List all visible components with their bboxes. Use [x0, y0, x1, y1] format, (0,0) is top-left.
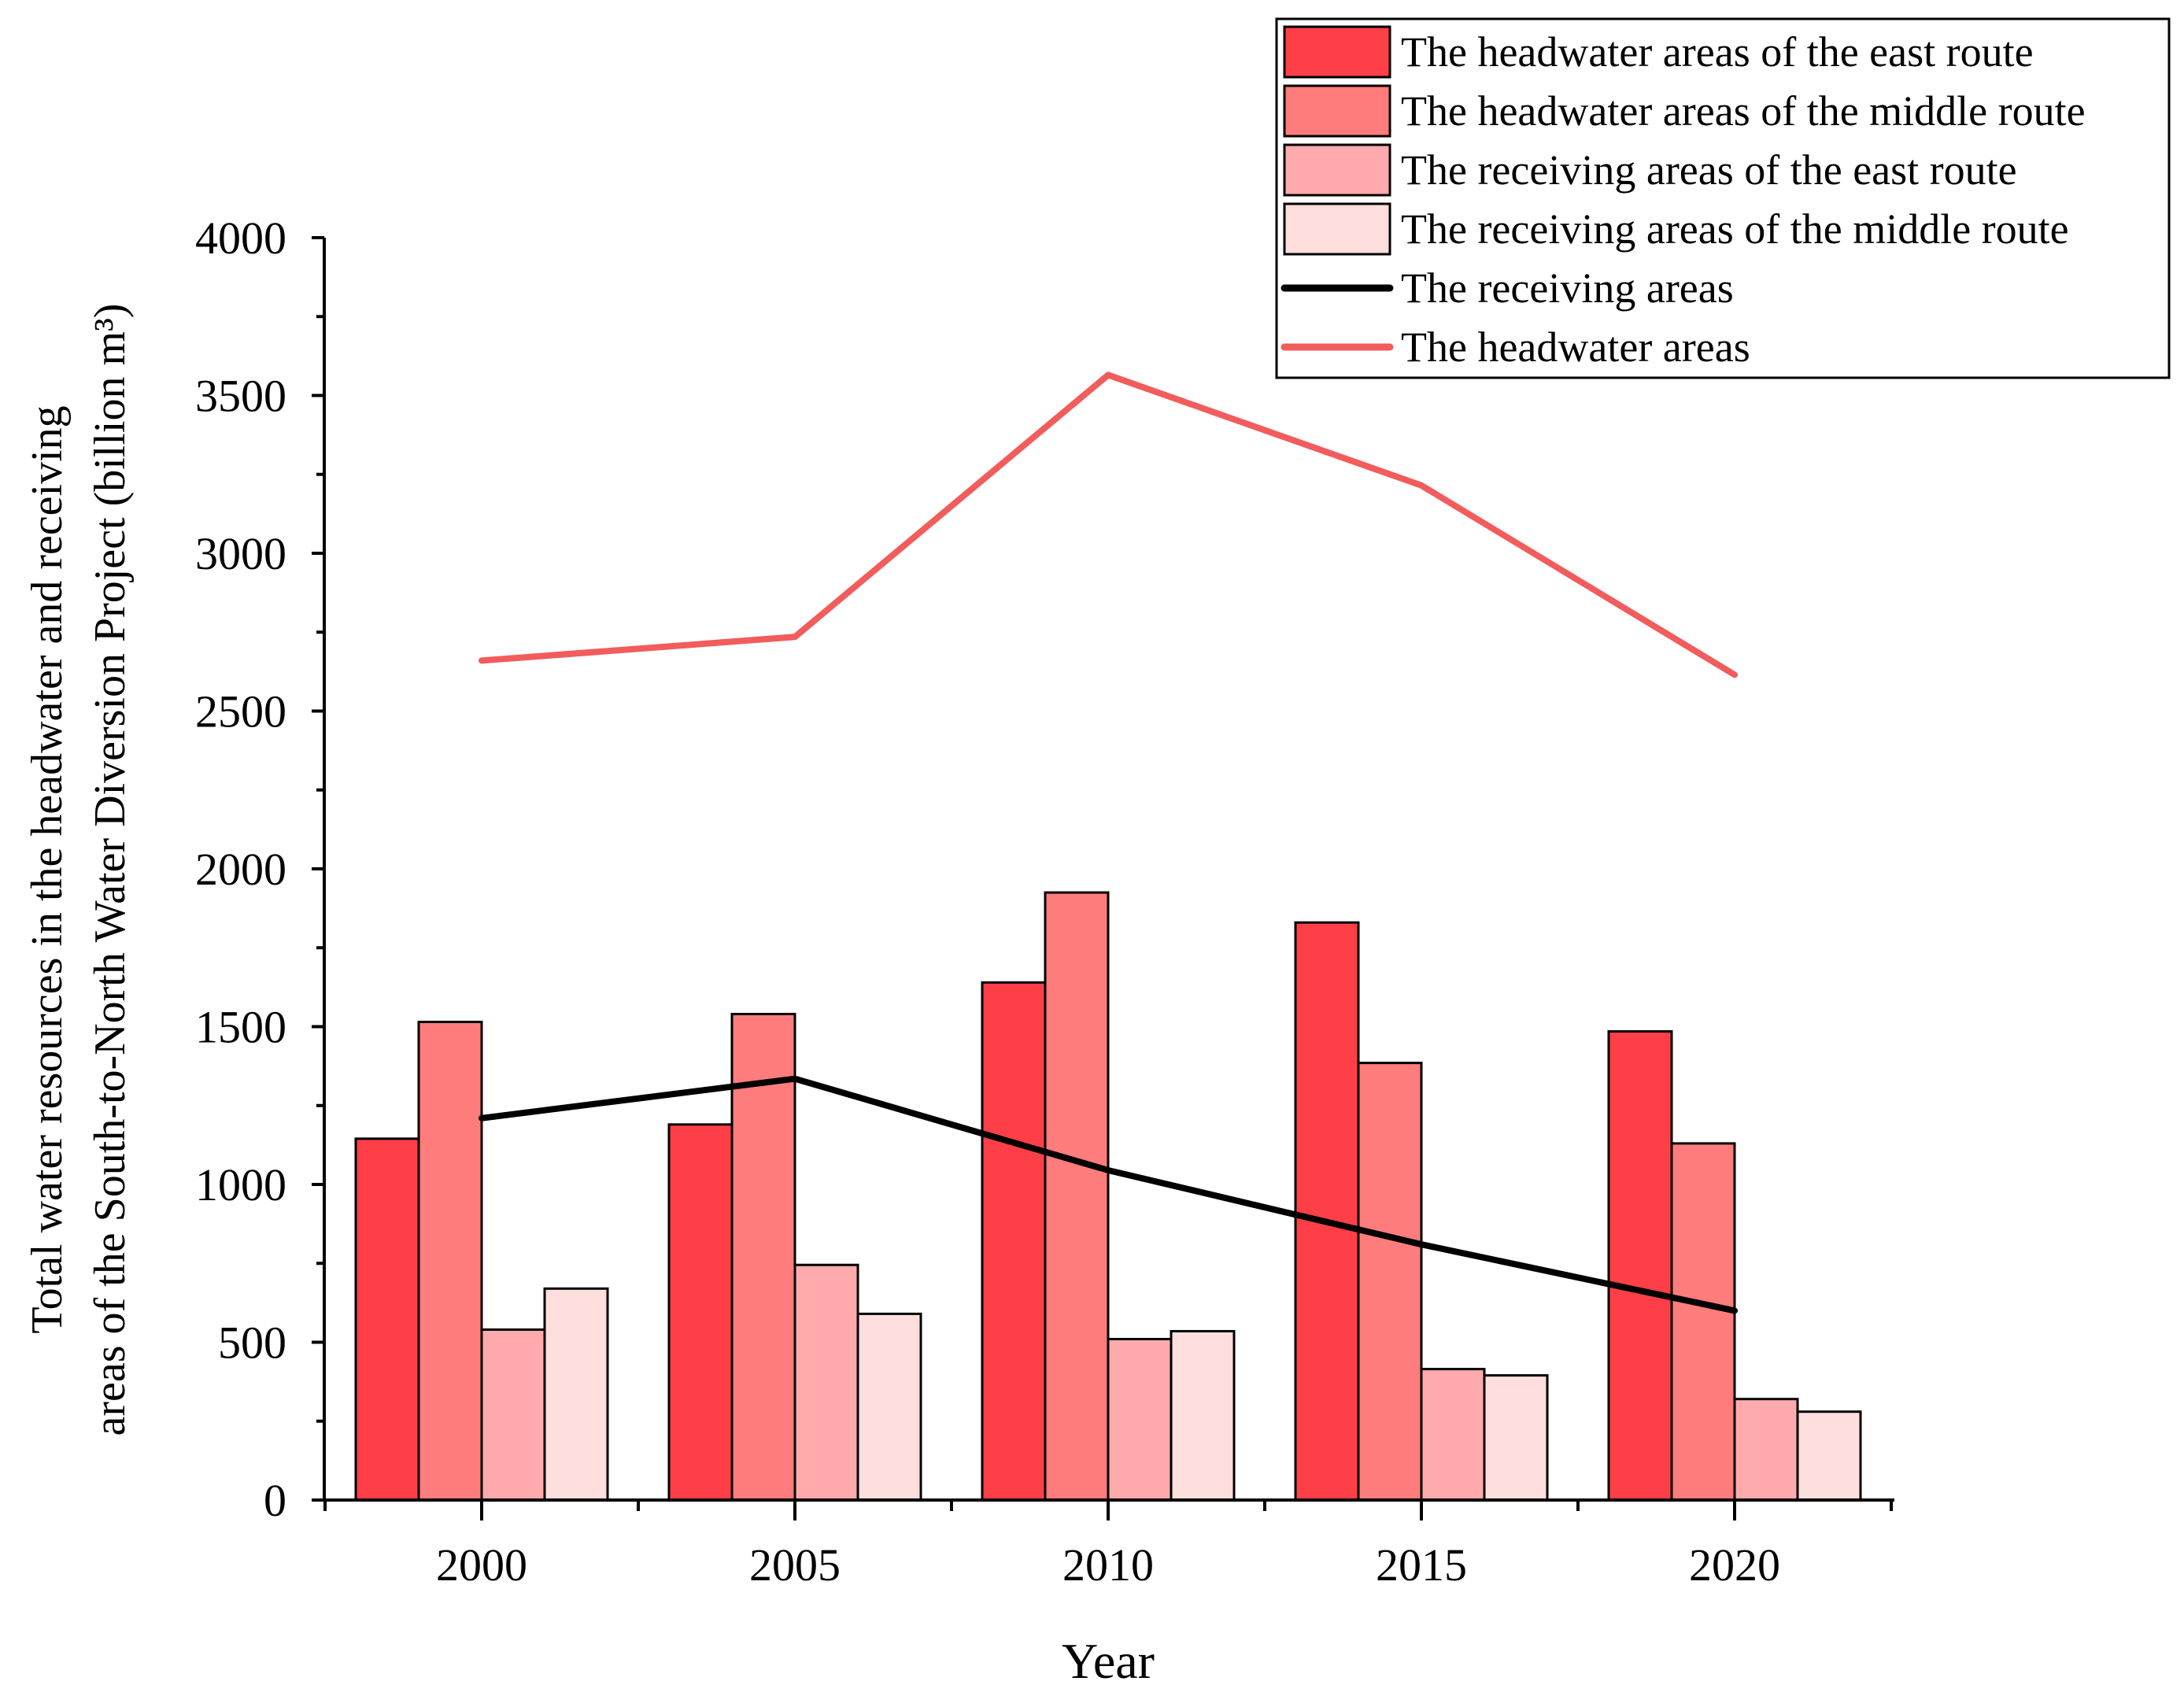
legend-swatch-4 — [1283, 202, 1391, 256]
legend-label-4: The receiving areas of the middle route — [1401, 205, 2069, 253]
legend-swatch-3 — [1283, 143, 1391, 197]
legend-swatch-2 — [1283, 84, 1391, 138]
legend-label-3: The receiving areas of the east route — [1401, 146, 2017, 194]
bar-3-2000 — [480, 1328, 546, 1502]
y-axis-title-line-1: Total water resources in the headwater a… — [23, 405, 72, 1333]
y-tick-label: 2500 — [195, 686, 286, 737]
bar-4-2005 — [856, 1312, 922, 1502]
x-tick-label: 2005 — [749, 1539, 841, 1591]
y-tick-label: 2000 — [195, 844, 286, 895]
bar-2-2015 — [1357, 1062, 1423, 1502]
x-tick-label: 2010 — [1062, 1539, 1154, 1591]
y-tick-label: 3500 — [195, 371, 286, 422]
y-tick-label: 0 — [264, 1475, 286, 1526]
x-ticks-group: 2000 2005 2010 2015 2020 — [323, 1500, 1893, 1591]
legend-frame — [1275, 17, 2171, 379]
y-ticks-group: 0 500 1000 1500 2000 2500 3000 3500 4000 — [195, 212, 324, 1526]
bar-4-2020 — [1796, 1410, 1862, 1502]
legend-label-1: The headwater areas of the east route — [1401, 28, 2034, 76]
bar-2-2020 — [1670, 1142, 1736, 1502]
line-series-1 — [479, 1075, 1738, 1314]
y-tick-label: 500 — [218, 1317, 286, 1369]
bar-3-2005 — [793, 1263, 859, 1502]
bar-1-2020 — [1607, 1030, 1673, 1502]
bar-1-2000 — [354, 1137, 420, 1502]
lines-group — [479, 371, 1738, 1314]
bar-3-2010 — [1107, 1337, 1173, 1502]
bar-4-2015 — [1483, 1374, 1549, 1502]
x-tick-label: 2020 — [1689, 1539, 1780, 1591]
y-tick-label: 3000 — [195, 528, 286, 579]
bar-2-2010 — [1044, 891, 1110, 1502]
bar-4-2010 — [1170, 1329, 1236, 1502]
bars-group — [354, 891, 1862, 1502]
x-tick-label: 2000 — [436, 1539, 527, 1591]
bar-1-2005 — [667, 1123, 734, 1502]
legend-swatch-1 — [1283, 25, 1391, 79]
legend-label-6: The headwater areas — [1401, 323, 1750, 371]
legend-label-2: The headwater areas of the middle route — [1401, 87, 2086, 135]
bar-2-2000 — [417, 1020, 483, 1502]
y-tick-label: 1000 — [195, 1159, 286, 1210]
legend-label-5: The receiving areas — [1401, 264, 1734, 312]
legend: The headwater areas of the east route The… — [1275, 17, 2171, 379]
y-tick-label: 4000 — [195, 212, 286, 264]
y-axis-title: Total water resources in the headwater a… — [23, 304, 135, 1436]
x-axis-title: Year — [1062, 1633, 1155, 1689]
y-axis-title-line-2: areas of the South-to-North Water Divers… — [86, 304, 135, 1436]
bar-3-2020 — [1733, 1398, 1799, 1502]
line-series-2 — [479, 371, 1738, 678]
bar-1-2010 — [981, 981, 1047, 1502]
y-tick-label: 1500 — [195, 1002, 286, 1053]
bar-1-2015 — [1294, 921, 1360, 1502]
x-tick-label: 2015 — [1376, 1539, 1467, 1591]
bar-2-2005 — [730, 1012, 796, 1502]
bar-3-2015 — [1420, 1368, 1486, 1502]
bar-4-2000 — [543, 1287, 609, 1502]
